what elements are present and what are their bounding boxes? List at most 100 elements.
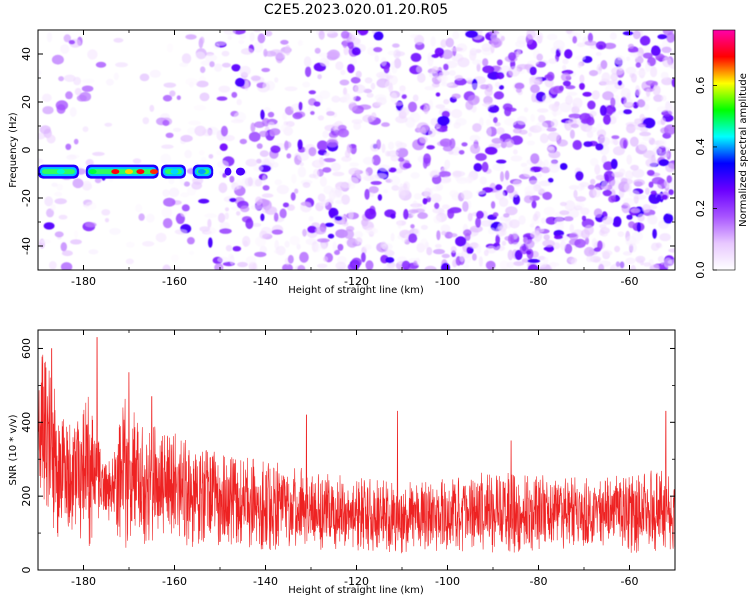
heatmap-cell: [486, 126, 492, 138]
heatmap-cell: [433, 215, 442, 224]
heatmap-cell: [60, 262, 73, 270]
heatmap-cell: [299, 251, 309, 263]
heatmap-cell: [440, 262, 451, 270]
heatmap-cell: [531, 93, 537, 103]
heatmap-cell: [382, 265, 395, 270]
heatmap-cell: [587, 32, 594, 43]
heatmap-cell: [621, 202, 631, 214]
heatmap-cell: [149, 104, 155, 112]
heatmap-cell: [185, 34, 197, 40]
heatmap-cell: [207, 218, 212, 229]
heatmap-cell: [385, 257, 395, 264]
heatmap-cell: [318, 52, 328, 58]
heatmap-cell: [44, 196, 54, 207]
heatmap-cell: [569, 129, 575, 139]
heatmap-cell: [628, 190, 640, 198]
heatmap-cell: [364, 77, 373, 84]
heatmap-cell: [349, 162, 360, 167]
heatmap-cell: [427, 52, 434, 61]
heatmap-cells: [38, 30, 675, 270]
heatmap-cell: [331, 95, 341, 103]
heatmap-cell: [282, 112, 287, 121]
heatmap-cell: [535, 121, 548, 132]
heatmap-cell: [440, 82, 454, 87]
heatmap-cell: [392, 43, 400, 48]
heatmap-cell: [496, 127, 505, 135]
heatmap-cell: [162, 119, 170, 126]
heatmap-cell: [408, 233, 418, 244]
heatmap-cell: [250, 75, 261, 81]
heatmap-signal-band: [38, 164, 245, 179]
heatmap-cell: [155, 232, 167, 243]
heatmap-cell: [553, 242, 561, 250]
heatmap-cell: [245, 158, 258, 167]
heatmap-cell: [254, 121, 265, 128]
heatmap-cell: [630, 164, 639, 171]
heatmap-cell: [343, 229, 355, 240]
heatmap-cell: [476, 63, 481, 72]
heatmap-cell: [590, 178, 596, 185]
heatmap-cell: [481, 161, 489, 173]
y-tick-label: -20: [20, 189, 33, 207]
heatmap-cell: [608, 195, 616, 203]
heatmap-cell: [419, 136, 428, 144]
heatmap-cell: [81, 180, 92, 191]
heatmap-cell: [483, 95, 493, 105]
heatmap-cell: [163, 82, 177, 88]
heatmap-cell: [645, 80, 656, 86]
signal-peak: [111, 169, 120, 175]
heatmap-cell: [322, 130, 329, 139]
heatmap-cell: [639, 131, 651, 137]
heatmap-cell: [84, 201, 97, 211]
heatmap-cell: [541, 217, 546, 224]
heatmap-cell: [492, 163, 505, 172]
heatmap-cell: [428, 128, 436, 138]
heatmap-cell: [599, 78, 610, 86]
heatmap-cell: [508, 52, 517, 61]
heatmap-cell: [194, 51, 206, 60]
heatmap-cell: [125, 258, 134, 265]
heatmap-cell: [317, 238, 330, 243]
x-tick-label: -180: [71, 575, 96, 588]
heatmap-cell: [467, 212, 473, 222]
heatmap-cell: [465, 77, 474, 82]
heatmap-cell: [63, 34, 71, 43]
heatmap-cell: [648, 204, 658, 210]
heatmap-cell: [73, 138, 79, 145]
heatmap-cell: [370, 82, 376, 90]
heatmap-cell: [543, 159, 549, 167]
heatmap-cell: [443, 63, 449, 71]
heatmap-x-ticks: -180 -160 -140 -120 -100 -80 -60: [37, 30, 676, 288]
heatmap-cell: [528, 132, 532, 137]
heatmap-cell: [592, 187, 601, 198]
heatmap-cell: [332, 241, 337, 252]
heatmap-cell: [66, 154, 77, 161]
heatmap-cell: [224, 212, 229, 220]
heatmap-cell: [179, 178, 185, 186]
heatmap-cell: [256, 158, 262, 164]
heatmap-cell: [657, 34, 668, 40]
heatmap-cell: [524, 185, 536, 196]
heatmap-cell: [548, 103, 560, 111]
heatmap-cell: [287, 254, 294, 264]
heatmap-cell: [272, 162, 279, 168]
snr-y-ticks: 0 200 400 600: [20, 338, 675, 574]
heatmap-cell: [297, 166, 307, 178]
heatmap-cell: [402, 162, 412, 169]
heatmap-cell: [475, 153, 487, 161]
heatmap-cell: [430, 36, 436, 47]
heatmap-cell: [348, 209, 354, 220]
heatmap-cell: [397, 157, 405, 162]
heatmap-cell: [253, 30, 261, 33]
y-tick-label: -40: [20, 237, 33, 255]
heatmap-cell: [48, 261, 57, 270]
heatmap-cell: [577, 183, 584, 192]
heatmap-cell: [109, 227, 121, 235]
heatmap-cell: [95, 61, 107, 68]
heatmap-cell: [322, 167, 332, 173]
heatmap-cell: [432, 207, 445, 214]
heatmap-cell: [231, 64, 241, 72]
heatmap-cell: [232, 246, 242, 252]
heatmap-cell: [265, 206, 277, 215]
heatmap-cell: [142, 117, 150, 125]
